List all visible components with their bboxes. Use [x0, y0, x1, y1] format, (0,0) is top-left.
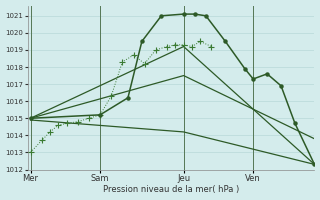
X-axis label: Pression niveau de la mer( hPa ): Pression niveau de la mer( hPa ) [103, 185, 239, 194]
